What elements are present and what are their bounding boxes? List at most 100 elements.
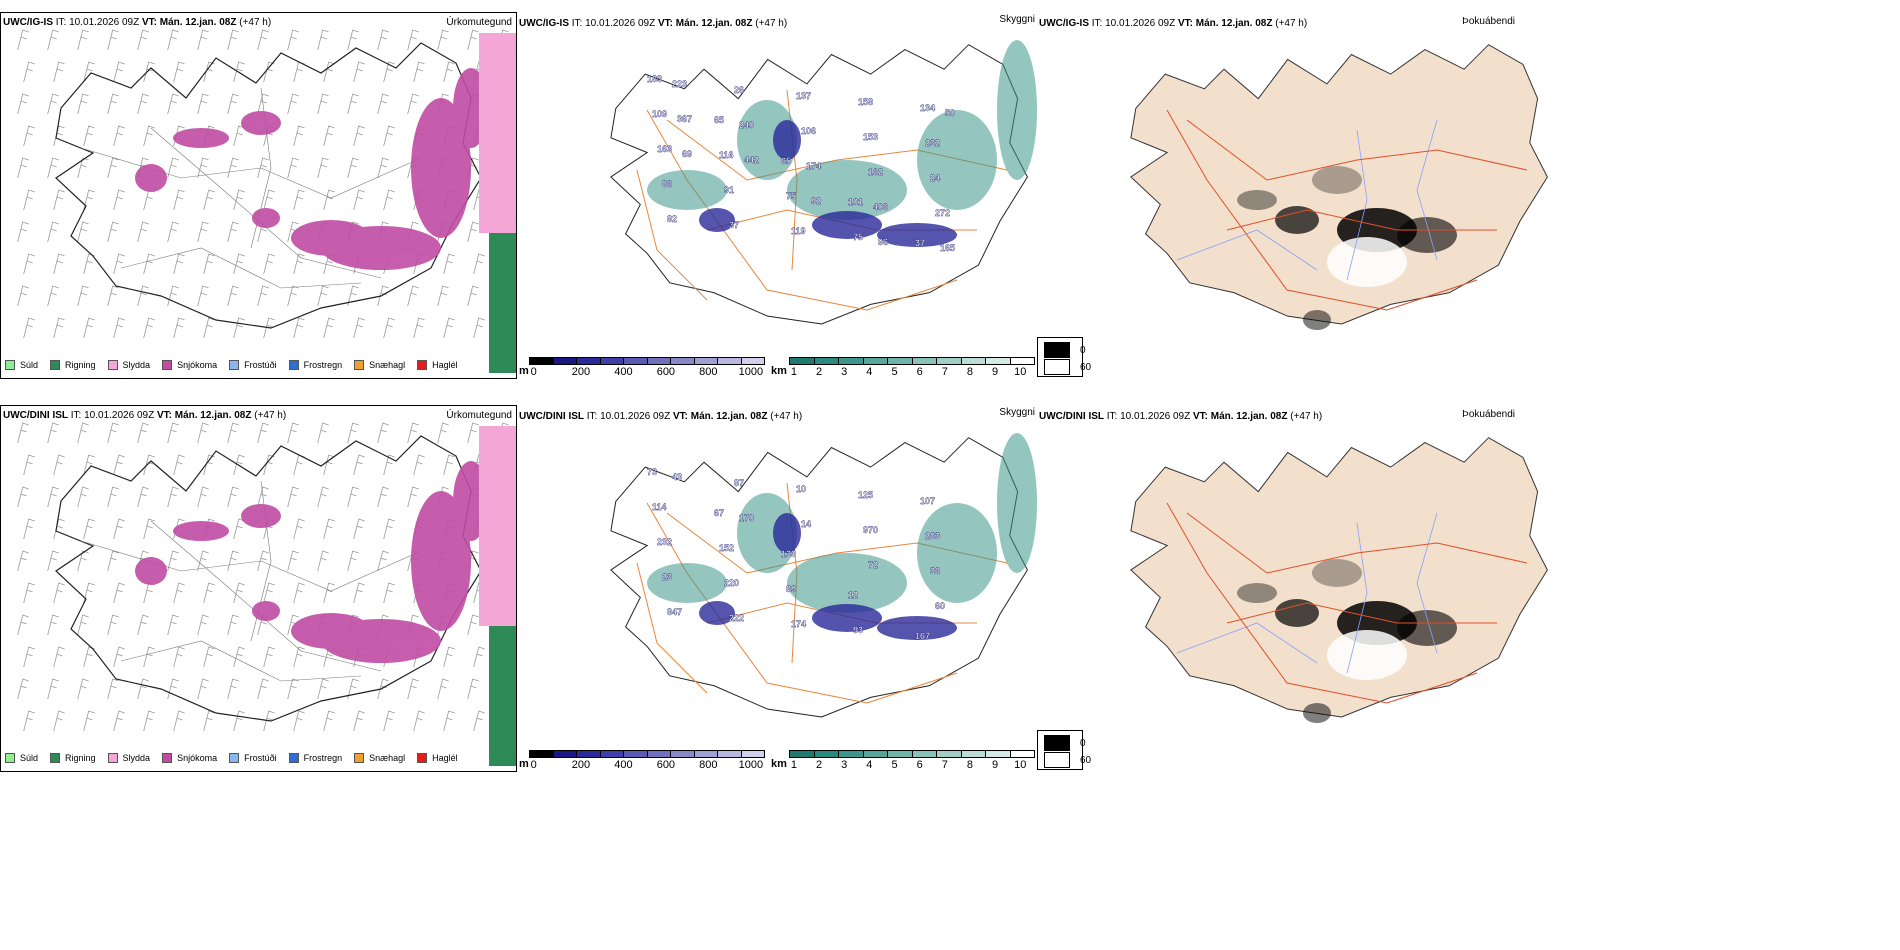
iceland-land (1130, 44, 1548, 325)
river-lines (1176, 119, 1438, 281)
ceiling-value-label: 847 (667, 607, 682, 617)
parameter-name: Úrkomutegund (446, 410, 512, 421)
legend-label: Slydda (122, 360, 151, 370)
ceiling-tick-label: 200 (571, 366, 591, 378)
legend-item: Snjókoma (162, 751, 217, 765)
ceiling-value-label: 43 (672, 472, 682, 482)
sleet-area (479, 33, 516, 233)
panel-header: UWC/DINI ISL IT: 10.01.2026 09Z VT: Mán.… (1039, 411, 1323, 422)
visibility-colorbar-cell (1010, 751, 1034, 757)
legend-item: Snæhagl (354, 751, 405, 765)
panel-header: UWC/IG-IS IT: 10.01.2026 09Z VT: Mán. 12… (1039, 18, 1308, 29)
legend-label: Rigning (65, 360, 96, 370)
visibility-tick-label: 1 (790, 366, 797, 378)
visibility-tick-label: 10 (1014, 366, 1027, 378)
legend-swatch (354, 753, 365, 763)
ceiling-value-labels: 73 67 133 12 167 114 152 89 93 107 232 220 174 125 283… (647, 467, 945, 641)
ceiling-value-label: 75 (853, 232, 863, 242)
ceiling-colorbar-cell (741, 358, 764, 364)
legend-item: Slydda (107, 358, 151, 372)
visibility-tick-label: 4 (866, 759, 873, 771)
legend-swatch (417, 360, 428, 370)
legend-swatch (162, 360, 173, 370)
ceiling-value-label: 152 (719, 543, 734, 553)
road-network (1166, 109, 1528, 311)
ceiling-value-label: 96 (878, 237, 888, 247)
ceiling-colorbar: 0 200 400 600 800 1000 (529, 357, 765, 378)
fog-panel-bottom: UWC/DINI ISL IT: 10.01.2026 09Z VT: Mán.… (1037, 405, 1900, 772)
legend-swatch (417, 753, 428, 763)
visibility-panel-bottom: 73 67 133 12 167 114 152 89 93 107 232 220 174 125 283… (517, 405, 1037, 772)
visibility-tick-label: 6 (916, 759, 923, 771)
legend-swatch (50, 753, 61, 763)
panel-header: UWC/DINI ISL IT: 10.01.2026 09Z VT: Mán.… (519, 411, 803, 422)
river-lines (1176, 512, 1438, 674)
ceiling-colorbar-cell (741, 751, 764, 757)
snowfall-areas (135, 461, 489, 663)
ceiling-value-label: 153 (863, 132, 878, 142)
ceiling-value-label: 158 (858, 97, 873, 107)
visibility-tick-label: 7 (941, 759, 948, 771)
ceiling-tick-label: 800 (699, 759, 718, 771)
ceiling-value-label: 170 (739, 513, 754, 523)
ceiling-value-label: 272 (935, 208, 950, 218)
precip-type-legend: Súld Rigning Slydda Snjókoma Frostúði Frostre… (5, 358, 470, 372)
visibility-tick-label: 9 (992, 366, 999, 378)
visibility-colorbar-cell (790, 358, 815, 364)
fog-legend-swatch-60 (1044, 752, 1070, 768)
ceiling-value-label: 73 (647, 467, 657, 477)
ceiling-value-label: 133 (781, 549, 796, 559)
legend-label: Haglél (432, 753, 458, 763)
legend-swatch (50, 360, 61, 370)
visibility-colorbar-cells (789, 750, 1035, 758)
ceiling-value-label: 89 (786, 584, 796, 594)
legend-swatch (5, 753, 15, 763)
legend-item: Haglél (417, 358, 458, 372)
ceiling-colorbar-cell (624, 751, 648, 757)
ceiling-colorbar-cell (600, 751, 624, 757)
ceiling-tick-label: 200 (571, 759, 591, 771)
ceiling-value-label: 107 (920, 496, 935, 506)
ceiling-value-label: 109 (652, 109, 667, 119)
ceiling-colorbar-cell (530, 751, 554, 757)
visibility-colorbar: 1 2 3 4 5 6 7 8 9 10 (789, 750, 1035, 771)
ceiling-value-label: 283 (925, 531, 940, 541)
ceiling-colorbar-cell (718, 751, 742, 757)
visibility-colorbar-cell (839, 751, 864, 757)
ceiling-value-label: 93 (853, 625, 863, 635)
ceiling-colorbar-cells (529, 750, 765, 758)
visibility-tick-label: 10 (1014, 759, 1027, 771)
ceiling-colorbar-cells (529, 357, 765, 365)
visibility-colorbar-cell (863, 751, 888, 757)
parameter-name: Úrkomutegund (446, 17, 512, 28)
panel-header: UWC/IG-IS IT: 10.01.2026 09Z VT: Mán. 12… (519, 18, 788, 29)
legend-item: Rigning (50, 358, 96, 372)
ceiling-value-label: 240 (739, 120, 754, 130)
legend-label: Snæhagl (369, 360, 406, 370)
legend-label: Frostregn (303, 360, 343, 370)
ceiling-colorbar-cell (694, 358, 718, 364)
visibility-colorbar-cell (961, 751, 986, 757)
iceland-land (1130, 437, 1548, 718)
fog-legend-swatch-0 (1044, 342, 1070, 358)
visibility-colorbar-cell (986, 358, 1011, 364)
ceiling-value-label: 72 (868, 560, 878, 570)
legend-label: Súld (20, 753, 39, 763)
ceiling-tick-label: 400 (614, 759, 633, 771)
ceiling-tick-label: 600 (656, 366, 676, 378)
ceiling-value-label: 50 (945, 108, 955, 118)
visibility-colorbar-cell (1010, 358, 1034, 364)
visibility-tick-label: 3 (841, 759, 848, 771)
fog-panel-top: UWC/IG-IS IT: 10.01.2026 09Z VT: Mán. 12… (1037, 12, 1900, 379)
ceiling-value-label: 367 (677, 114, 692, 124)
visibility-tick-label: 5 (891, 366, 898, 378)
legend-label: Snjókoma (177, 753, 218, 763)
low-visibility-areas (647, 433, 1037, 613)
visibility-tick-label: 5 (891, 759, 898, 771)
ceiling-tick-label: 800 (699, 366, 718, 378)
ceiling-colorbar-cell (553, 751, 577, 757)
ceiling-value-label: 75 (786, 191, 796, 201)
legend-label: Snjókoma (177, 360, 218, 370)
legend-item: Frostregn (288, 358, 343, 372)
visibility-colorbar-cell (912, 358, 937, 364)
